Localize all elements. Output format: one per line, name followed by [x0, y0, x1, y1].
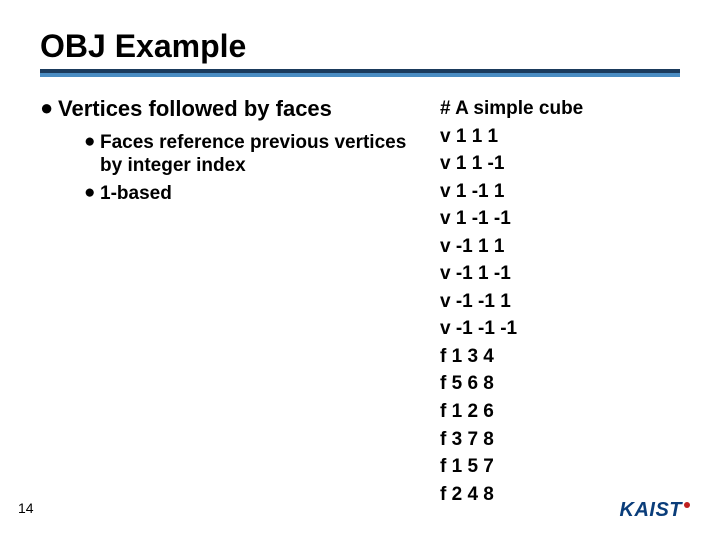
logo-text: KAIST [620, 499, 683, 522]
slide-title: OBJ Example [40, 28, 680, 65]
bullet-level2: ● Faces reference previous vertices by i… [84, 131, 420, 179]
bullet-level2: ● 1-based [84, 182, 420, 206]
left-column: ● Vertices followed by faces ● Faces ref… [40, 95, 420, 508]
bullet-dot-icon: ● [84, 182, 100, 205]
kaist-logo: KAIST [620, 499, 693, 522]
bullet-dot-icon: ● [84, 131, 100, 154]
right-column: # A simple cube v 1 1 1 v 1 1 -1 v 1 -1 … [440, 95, 680, 508]
bullet-dot-icon: ● [40, 95, 58, 121]
logo-dot-icon [684, 502, 690, 508]
underline-light-bar [40, 73, 680, 77]
title-underline [40, 69, 680, 77]
bullet-l1-text: Vertices followed by faces [58, 95, 332, 123]
page-number: 14 [18, 500, 34, 516]
bullet-level1: ● Vertices followed by faces [40, 95, 420, 123]
slide: OBJ Example ● Vertices followed by faces… [0, 0, 720, 540]
code-listing: # A simple cube v 1 1 1 v 1 1 -1 v 1 -1 … [440, 95, 680, 508]
bullet-l2a-text: Faces reference previous vertices by int… [100, 131, 420, 179]
content-area: ● Vertices followed by faces ● Faces ref… [40, 95, 680, 508]
bullet-l2b-text: 1-based [100, 182, 172, 206]
